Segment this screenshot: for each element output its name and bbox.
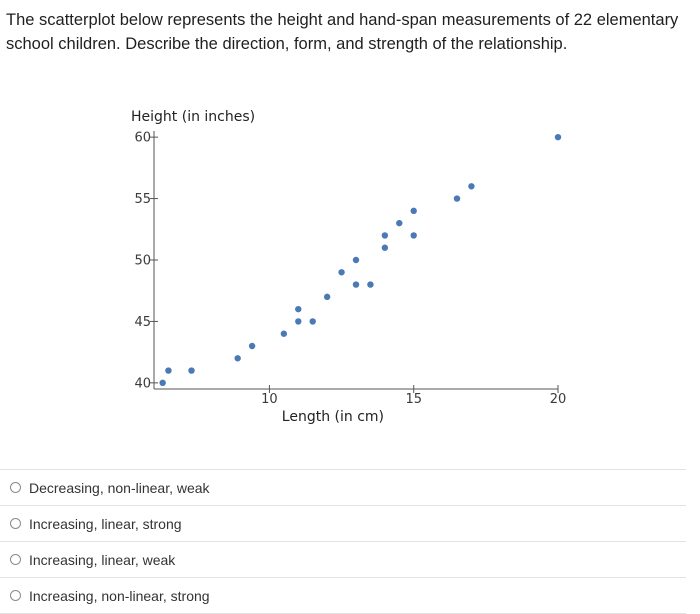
option-label: Increasing, linear, weak xyxy=(29,551,176,568)
data-point xyxy=(381,244,389,251)
y-tick-label: 50 xyxy=(134,254,151,269)
data-point xyxy=(453,195,461,202)
option-label: Increasing, linear, strong xyxy=(29,515,182,532)
data-point xyxy=(323,293,331,301)
option-increasing-nonlinear-strong[interactable]: Increasing, non-linear, strong xyxy=(0,577,686,614)
radio-button-icon[interactable] xyxy=(10,554,21,565)
data-point xyxy=(295,318,302,325)
data-point xyxy=(188,367,195,374)
data-point xyxy=(410,207,417,215)
data-point xyxy=(165,367,172,374)
data-point xyxy=(338,269,345,276)
scatterplot-chart: 40 45 50 55 60 10 15 20 Height (in inches) Length… xyxy=(0,90,700,450)
x-tick-label: 20 xyxy=(550,392,567,407)
option-increasing-linear-weak[interactable]: Increasing, linear, weak xyxy=(0,541,686,577)
data-point xyxy=(309,318,316,325)
y-tick-label: 40 xyxy=(134,376,151,391)
y-tick-label: 55 xyxy=(134,192,151,207)
radio-button-icon[interactable] xyxy=(10,590,21,601)
answer-options: Decreasing, non-linear, weak Increasing,… xyxy=(0,469,686,614)
y-axis-title: Height (in inches) xyxy=(131,109,255,125)
data-point xyxy=(468,183,475,190)
data-point xyxy=(159,379,166,387)
y-tick-label: 45 xyxy=(134,315,151,330)
data-point xyxy=(410,232,417,239)
data-point xyxy=(367,281,374,288)
data-point xyxy=(295,305,302,313)
data-point xyxy=(381,232,389,239)
x-tick-label: 15 xyxy=(405,392,422,407)
x-axis-title: Length (in cm) xyxy=(282,409,384,425)
data-point xyxy=(248,342,256,350)
scatterplot-svg: 40 45 50 55 60 10 15 20 Height (in inches) Length… xyxy=(131,109,567,425)
option-label: Decreasing, non-linear, weak xyxy=(29,479,210,496)
data-point xyxy=(396,219,403,227)
data-point xyxy=(352,281,360,288)
option-label: Increasing, non-linear, strong xyxy=(29,587,210,604)
option-decreasing-nonlinear-weak[interactable]: Decreasing, non-linear, weak xyxy=(0,469,686,505)
radio-button-icon[interactable] xyxy=(10,518,21,529)
y-tick-label: 60 xyxy=(134,131,151,146)
x-tick-label: 10 xyxy=(261,392,278,407)
data-point xyxy=(554,133,562,141)
option-increasing-linear-strong[interactable]: Increasing, linear, strong xyxy=(0,505,686,541)
data-point xyxy=(352,256,360,264)
radio-button-icon[interactable] xyxy=(10,482,21,493)
data-point xyxy=(280,330,288,337)
question-text: The scatterplot below represents the hei… xyxy=(6,11,679,53)
data-point xyxy=(234,355,241,362)
